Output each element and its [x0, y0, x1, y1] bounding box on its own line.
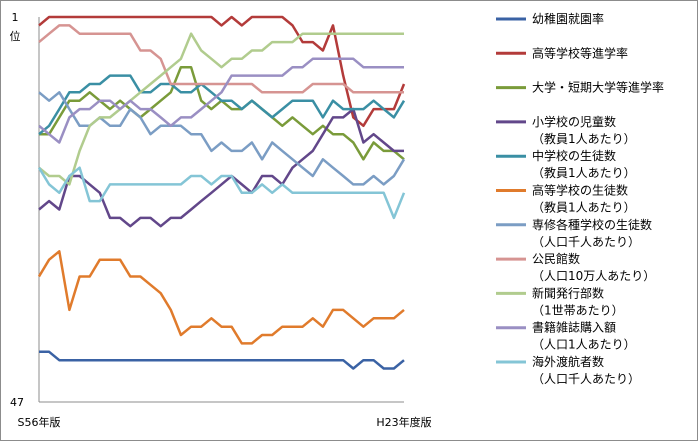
- legend-item-1: 幼稚園就園率: [496, 11, 604, 26]
- legend-label-5: 中学校の生徒数（教員1人あたり）: [532, 148, 636, 180]
- legend-item-10: 書籍雑誌購入額（人口1人あたり）: [496, 320, 636, 352]
- legend-item-6: 高等学校の生徒数（教員1人あたり）: [496, 183, 636, 215]
- legend-label-2: 高等学校等進学率: [532, 45, 628, 60]
- series-line-6: [37, 250, 405, 345]
- series-line-8: [38, 24, 404, 94]
- legend-item-7: 専修各種学校の生徒数（人口千人あたり）: [496, 217, 652, 249]
- series-line-11: [37, 166, 406, 220]
- y-unit-label: 位: [10, 29, 21, 43]
- series-line-5: [38, 74, 406, 136]
- series-line-9: [38, 32, 404, 186]
- y-top-label: 1: [12, 11, 19, 24]
- legend-label-10: 書籍雑誌購入額（人口1人あたり）: [532, 320, 636, 352]
- legend-item-5: 中学校の生徒数（教員1人あたり）: [496, 148, 636, 180]
- series-line-2: [38, 15, 406, 128]
- series-layer: [37, 15, 406, 370]
- legend-label-8: 公民館数（人口10万人あたり）: [532, 251, 655, 283]
- legend-label-1: 幼稚園就園率: [532, 11, 604, 26]
- legend-item-3: 大学・短期大学等進学率: [496, 80, 664, 95]
- legend-item-11: 海外渡航者数（人口千人あたり）: [496, 354, 640, 386]
- series-line-1: [39, 350, 405, 370]
- legend-label-11: 海外渡航者数（人口千人あたり）: [532, 354, 640, 386]
- legend-label-6: 高等学校の生徒数（教員1人あたり）: [532, 183, 636, 215]
- y-bottom-label: 47: [10, 396, 24, 409]
- legend-item-8: 公民館数（人口10万人あたり）: [496, 251, 655, 283]
- legend-label-3: 大学・短期大学等進学率: [532, 80, 664, 95]
- legend-item-2: 高等学校等進学率: [496, 45, 628, 60]
- legend-label-7: 専修各種学校の生徒数（人口千人あたり）: [532, 217, 652, 249]
- x-right-label: H23年度版: [376, 415, 431, 429]
- x-left-label: S56年版: [18, 415, 61, 429]
- legend: 幼稚園就園率高等学校等進学率大学・短期大学等進学率小学校の児童数（教員1人あたり…: [496, 11, 664, 386]
- legend-label-9: 新聞発行部数（1世帯あたり）: [532, 285, 624, 317]
- series-line-4: [38, 107, 404, 228]
- legend-item-4: 小学校の児童数（教員1人あたり）: [496, 114, 636, 146]
- legend-label-4: 小学校の児童数（教員1人あたり）: [532, 114, 636, 146]
- legend-item-9: 新聞発行部数（1世帯あたり）: [496, 285, 624, 317]
- series-line-10: [38, 57, 404, 144]
